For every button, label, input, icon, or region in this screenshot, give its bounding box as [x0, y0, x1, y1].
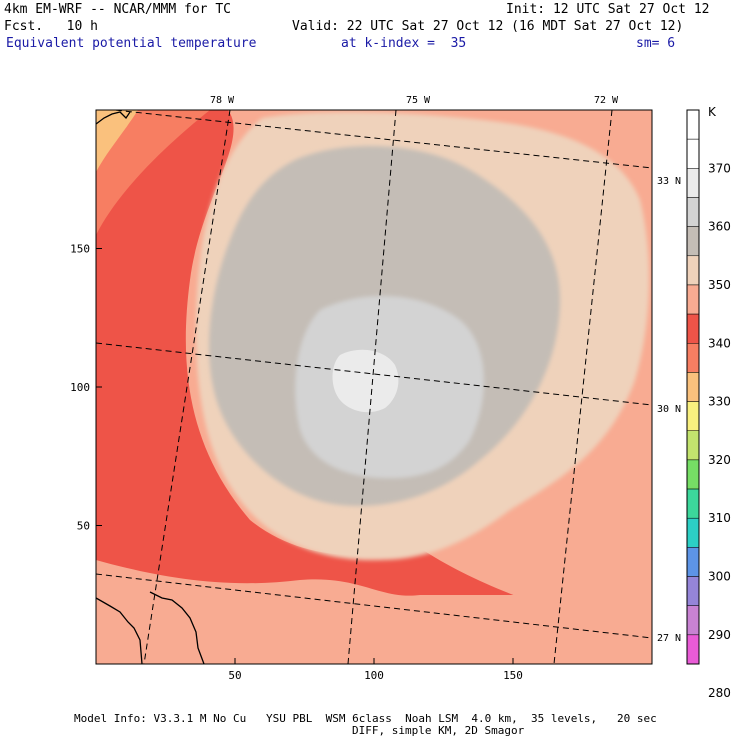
colorbar: K 370 360 350 340 330 320 310 300 290 280: [686, 105, 731, 700]
field-fill-365: [332, 349, 399, 413]
colorbar-bin-15: [686, 547, 700, 577]
colorbar-frame: [686, 109, 700, 665]
colorbar-unit: K: [708, 105, 717, 119]
lat-label-2: 27 N: [657, 633, 681, 644]
longitude-labels: 78 W 75 W 72 W: [210, 95, 619, 106]
colorbar-bin-3: [686, 197, 700, 227]
coastline-cape: [149, 591, 205, 664]
coastline-southwest: [96, 597, 143, 664]
y-tick-label-2: 150: [70, 243, 90, 256]
init-time: Init: 12 UTC Sat 27 Oct 12: [506, 2, 710, 17]
colorbar-label-9: 280: [708, 686, 731, 700]
colorbar-bin-14: [686, 517, 700, 548]
colorbar-bin-17: [686, 605, 700, 636]
colorbar-bin-11: [686, 430, 700, 461]
y-tick-label-0: 50: [77, 520, 90, 533]
colorbar-bin-9: [686, 372, 700, 402]
colorbar-label-8: 290: [708, 628, 731, 642]
colorbar-bin-8: [686, 343, 700, 373]
y-tick-label-1: 100: [70, 381, 90, 394]
x-tick-label-1: 100: [364, 669, 384, 682]
x-axis: 50 100 150: [228, 658, 523, 682]
colorbar-label-5: 320: [708, 453, 731, 467]
forecast-hour: Fcst. 10 h: [4, 19, 98, 34]
theta-e-field: [96, 110, 652, 664]
colorbar-label-6: 310: [708, 511, 731, 525]
colorbar-bin-2: [686, 168, 700, 198]
model-info-line: Model Info: V3.3.1 M No Cu YSU PBL WSM 6…: [74, 712, 657, 725]
field-fill-325: [96, 110, 138, 172]
lat-label-0: 33 N: [657, 176, 681, 187]
coastline-north: [96, 111, 131, 125]
colorbar-label-2: 350: [708, 278, 731, 292]
model-physics-line: DIFF, simple KM, 2D Smagor: [352, 724, 525, 737]
colorbar-label-3: 340: [708, 336, 731, 350]
latitude-labels: 33 N 30 N 27 N: [657, 176, 681, 644]
colorbar-bin-7: [686, 313, 700, 344]
colorbar-label-0: 370: [708, 161, 731, 175]
x-tick-label-2: 150: [503, 669, 523, 682]
colorbar-bin-12: [686, 459, 700, 490]
colorbar-bin-6: [686, 284, 700, 315]
colorbar-label-4: 330: [708, 395, 731, 409]
colorbar-label-7: 300: [708, 570, 731, 584]
lon-label-2: 72 W: [594, 95, 619, 106]
colorbar-bin-16: [686, 576, 700, 606]
colorbar-bin-18: [686, 634, 700, 665]
field-fill-330: [96, 110, 210, 235]
colorbar-bin-10: [686, 401, 700, 431]
colorbar-bin-13: [686, 488, 700, 519]
field-fill-345-south: [96, 560, 652, 664]
y-axis: 50 100 150: [70, 243, 102, 533]
colorbar-bin-5: [686, 255, 700, 286]
lon-label-0: 78 W: [210, 95, 235, 106]
lon-label-1: 75 W: [406, 95, 431, 106]
colorbar-label-1: 360: [708, 220, 731, 234]
graticule: [96, 110, 652, 664]
valid-time: Valid: 22 UTC Sat 27 Oct 12 (16 MDT Sat …: [292, 19, 684, 34]
colorbar-bin-0: [686, 109, 700, 140]
colorbar-bin-4: [686, 226, 700, 257]
x-tick-label-0: 50: [228, 669, 241, 682]
lat-label-1: 30 N: [657, 404, 681, 415]
model-title: 4km EM-WRF -- NCAR/MMM for TC: [4, 2, 231, 17]
level-index: at k-index = 35: [341, 36, 467, 51]
field-name: Equivalent potential temperature: [6, 36, 257, 51]
colorbar-bin-1: [686, 138, 700, 169]
smoothing-label: sm= 6: [636, 36, 676, 51]
